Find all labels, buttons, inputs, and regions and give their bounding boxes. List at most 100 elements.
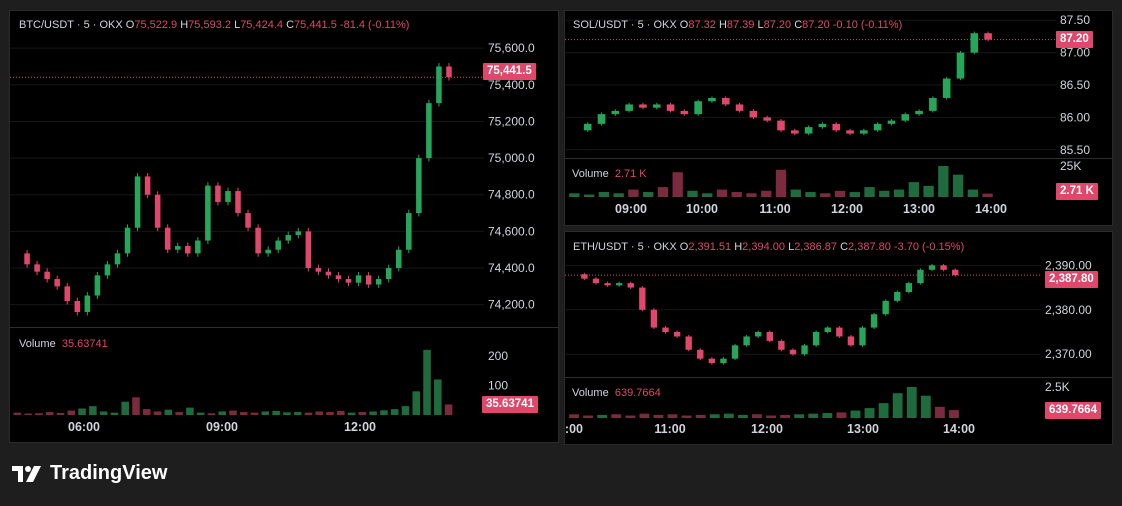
- volume-bar: [13, 412, 22, 415]
- candle-body: [836, 327, 843, 337]
- y-tick-label: 74,600.0: [488, 224, 535, 238]
- candle-body: [731, 345, 739, 359]
- volume-bar: [667, 414, 678, 418]
- candle-body: [894, 292, 901, 301]
- eth-chart-canvas[interactable]: 2,390.00 2,380.00 2,370.00 2.5K 10:00 11:00 12…: [565, 232, 1112, 444]
- btc-legend: BTC/USDT · 5 · OKX O75,522.9 H75,593.2 L…: [19, 19, 410, 31]
- y-tick-label: 2,370.00: [1045, 347, 1092, 361]
- candle-body: [255, 227, 261, 254]
- volume-bar: [315, 411, 324, 415]
- volume-bar: [780, 414, 791, 418]
- candle-body: [406, 213, 412, 250]
- candle-body: [174, 246, 181, 250]
- candle-body: [970, 33, 979, 53]
- volume-bar: [850, 410, 861, 418]
- x-tick-label: 11:00: [654, 422, 685, 436]
- candle-body: [205, 185, 211, 241]
- y-tick-label: 87.50: [1060, 13, 1090, 27]
- candle-body: [650, 309, 658, 328]
- sol-change: -0.10 (-0.11%): [832, 19, 903, 31]
- candle-body: [652, 104, 661, 108]
- candle-body: [84, 295, 91, 313]
- candle-body: [694, 101, 702, 115]
- volume-bar: [746, 193, 757, 197]
- volume-bar: [207, 413, 216, 415]
- candle-body: [134, 176, 141, 228]
- btc-volume-value: 35.63741: [61, 338, 108, 350]
- x-tick-label: 13:00: [847, 422, 879, 436]
- eth-volume-value: 639.7664: [614, 387, 661, 399]
- volume-bar: [864, 187, 875, 197]
- candle-body: [929, 97, 937, 111]
- volume-bar: [982, 193, 993, 197]
- candle-body: [94, 275, 101, 296]
- eth-low: 2,386.87: [794, 241, 838, 253]
- candle-body: [697, 349, 704, 359]
- candle-body: [416, 158, 422, 214]
- candle-body: [680, 110, 689, 115]
- candle-body: [315, 268, 322, 272]
- volume-bar: [569, 414, 579, 418]
- sol-volume-separator[interactable]: [565, 158, 1112, 159]
- btc-last-price-tag: 75,441.5: [483, 63, 536, 80]
- volume-bar: [78, 408, 86, 415]
- sol-volume-value: 2.71 K: [614, 168, 647, 180]
- volume-bar: [864, 408, 875, 418]
- candle-body: [305, 231, 312, 269]
- volume-bar: [681, 415, 692, 418]
- volume-bar: [761, 190, 772, 197]
- volume-bar: [893, 189, 905, 197]
- sol-close: 87.20: [802, 19, 830, 31]
- volume-bar: [153, 411, 162, 415]
- volume-bar: [142, 409, 151, 415]
- candle-body: [375, 279, 382, 285]
- candle-body: [901, 114, 910, 121]
- tradingview-logo-text: TradingView: [50, 462, 168, 484]
- btc-close: 75,441.5: [294, 19, 337, 31]
- volume-bar: [952, 174, 964, 197]
- candle-body: [195, 240, 201, 254]
- x-tick-label: 14:00: [943, 422, 975, 436]
- candle-body: [124, 227, 131, 254]
- volume-bar: [628, 189, 639, 197]
- volume-bar: [45, 412, 54, 415]
- candle-body: [436, 66, 442, 104]
- sol-symbol: SOL/USDT · 5 · OKX: [573, 19, 677, 31]
- sol-low: 87.20: [763, 19, 792, 31]
- sol-legend: SOL/USDT · 5 · OKX O87.32 H87.39 L87.20 …: [573, 19, 903, 31]
- x-tick-label: 09:00: [206, 420, 238, 434]
- btc-volume-separator[interactable]: [10, 327, 558, 328]
- candle-body: [928, 265, 936, 270]
- y-tick-label: 74,200.0: [488, 298, 535, 312]
- volume-bar: [716, 189, 728, 197]
- volume-bar: [293, 412, 302, 415]
- candle-body: [789, 349, 797, 355]
- sol-chart-canvas[interactable]: 87.50 87.00 86.50 86.00 85.50 25K 09:00 10:00 11…: [565, 11, 1112, 225]
- candle-body: [778, 340, 785, 350]
- volume-bar: [687, 190, 698, 197]
- x-tick-label: 11:00: [759, 202, 790, 216]
- eth-close: 2,387.80: [848, 241, 891, 253]
- candle-body: [385, 268, 392, 280]
- btc-chart-panel[interactable]: 75,600.0 75,400.0 75,200.0 75,000.0 74,800.0…: [9, 10, 559, 443]
- candle-body: [818, 123, 827, 128]
- candle-body: [735, 104, 744, 111]
- volume-bar: [304, 412, 313, 415]
- volume-bar: [805, 192, 816, 197]
- y-tick-label: 2,390.00: [1045, 258, 1092, 272]
- eth-volume-separator[interactable]: [565, 377, 1112, 378]
- btc-chart-canvas[interactable]: 75,600.0 75,400.0 75,200.0 75,000.0 74,800.0…: [10, 11, 558, 442]
- volume-bar: [380, 410, 388, 415]
- eth-chart-panel[interactable]: 2,390.00 2,380.00 2,370.00 2.5K 10:00 11:00 12…: [564, 231, 1113, 445]
- btc-high: 75,593.2: [188, 19, 231, 31]
- volume-bar: [836, 412, 847, 418]
- y-tick-label: 75,000.0: [488, 151, 535, 165]
- candle-body: [144, 176, 151, 195]
- sol-chart-panel[interactable]: 87.50 87.00 86.50 86.00 85.50 25K 09:00 10:00 11…: [564, 10, 1113, 226]
- volume-bar: [752, 414, 762, 418]
- candle-body: [164, 227, 171, 250]
- tradingview-logo[interactable]: TradingView: [12, 462, 167, 485]
- candle-body: [662, 327, 669, 332]
- volume-bar: [834, 190, 846, 197]
- volume-bar: [56, 412, 65, 415]
